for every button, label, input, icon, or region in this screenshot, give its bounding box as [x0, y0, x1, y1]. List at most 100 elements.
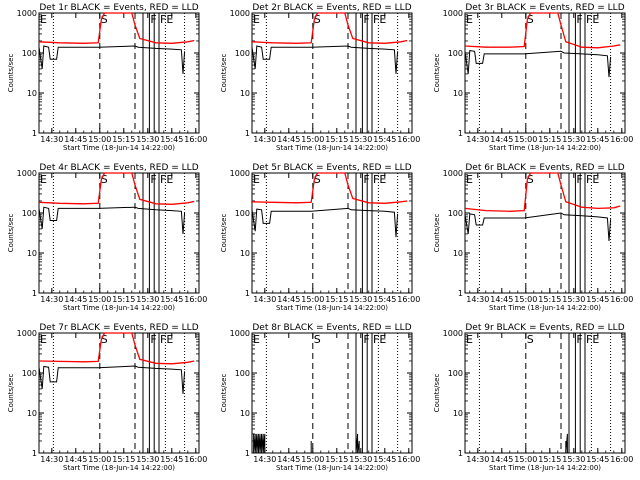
y-tick-label: 100	[235, 209, 250, 218]
event-marker-label: F	[363, 333, 369, 346]
y-tick-label: 1000	[230, 169, 250, 178]
event-marker-label: S	[101, 173, 108, 186]
panel-title: Det 9r BLACK = Events, RED = LLD	[465, 323, 624, 333]
x-tick-label: 14:45	[490, 135, 513, 144]
event-marker-label: E	[466, 333, 473, 346]
y-tick-label: 1000	[443, 329, 463, 338]
event-marker-label: F	[150, 173, 156, 186]
x-tick-label: 14:45	[277, 295, 300, 304]
event-marker-label: F	[160, 173, 166, 186]
x-axis-label: Start Time (18-Jun-14 14:22:00)	[489, 304, 601, 312]
event-marker-label: E	[253, 173, 260, 186]
event-marker-label: F	[373, 173, 379, 186]
lld-series-line	[38, 12, 195, 44]
event-marker-label: E	[166, 13, 173, 26]
y-tick-label: 1	[245, 289, 250, 298]
x-tick-label: 14:45	[490, 455, 513, 464]
x-tick-label: 16:00	[184, 135, 207, 144]
plot-frame	[464, 172, 626, 294]
x-tick-label: 15:30	[562, 295, 585, 304]
x-tick-label: 15:00	[301, 135, 324, 144]
x-tick-label: 15:30	[349, 295, 372, 304]
y-tick-label: 10	[27, 249, 37, 258]
y-tick-label: 1000	[230, 329, 250, 338]
lld-series-line	[464, 172, 621, 212]
x-tick-label: 14:30	[40, 295, 63, 304]
y-tick-label: 1	[245, 449, 250, 458]
panel-title: Det 4r BLACK = Events, RED = LLD	[39, 163, 198, 173]
y-tick-label: 1	[458, 449, 463, 458]
x-tick-label: 15:30	[136, 455, 159, 464]
x-tick-label: 15:45	[373, 295, 396, 304]
x-tick-label: 15:30	[562, 135, 585, 144]
event-marker-label: E	[40, 173, 47, 186]
x-tick-label: 14:30	[253, 295, 276, 304]
events-series-line	[38, 45, 186, 74]
plot-frame	[464, 332, 626, 454]
x-tick-label: 15:15	[538, 135, 561, 144]
event-marker-label: S	[314, 333, 321, 346]
event-marker-label: F	[373, 333, 379, 346]
event-marker-label: F	[576, 173, 582, 186]
x-tick-label: 15:45	[586, 455, 609, 464]
x-tick-label: 16:00	[397, 295, 420, 304]
x-tick-label: 15:30	[562, 455, 585, 464]
y-tick-label: 1000	[230, 9, 250, 18]
y-axis-label: Counts/sec	[220, 54, 228, 93]
x-tick-label: 14:45	[64, 295, 87, 304]
chart-panel-det-6: Det 6r BLACK = Events, RED = LLD 1 10 100 10…	[433, 163, 633, 312]
x-tick-label: 15:15	[325, 135, 348, 144]
x-axis-label: Start Time (18-Jun-14 14:22:00)	[63, 144, 175, 152]
x-tick-label: 15:00	[88, 455, 111, 464]
y-tick-label: 100	[448, 369, 463, 378]
y-tick-label: 1000	[443, 169, 463, 178]
x-tick-label: 15:30	[136, 295, 159, 304]
x-tick-label: 15:00	[514, 135, 537, 144]
plot-frame	[38, 332, 200, 454]
plot-frame	[251, 172, 413, 294]
events-series-line	[251, 207, 399, 238]
y-tick-label: 10	[240, 249, 250, 258]
events-series-line	[565, 433, 568, 454]
y-tick-label: 10	[453, 249, 463, 258]
event-marker-label: E	[379, 173, 386, 186]
y-tick-label: 100	[22, 49, 37, 58]
lld-series-line	[251, 12, 408, 44]
x-tick-label: 15:45	[586, 135, 609, 144]
x-tick-label: 14:45	[490, 295, 513, 304]
event-marker-label: F	[363, 13, 369, 26]
y-tick-label: 100	[22, 369, 37, 378]
x-tick-label: 15:00	[514, 295, 537, 304]
event-marker-label: F	[150, 13, 156, 26]
plot-frame	[251, 332, 413, 454]
event-marker-label: F	[373, 13, 379, 26]
x-axis-label: Start Time (18-Jun-14 14:22:00)	[489, 144, 601, 152]
event-marker-label: E	[166, 333, 173, 346]
event-marker-label: F	[363, 173, 369, 186]
event-marker-label: F	[586, 173, 592, 186]
event-marker-label: F	[586, 333, 592, 346]
y-tick-label: 100	[22, 209, 37, 218]
y-tick-label: 10	[453, 409, 463, 418]
x-tick-label: 15:15	[325, 295, 348, 304]
x-tick-label: 14:30	[253, 135, 276, 144]
chart-panel-det-4: Det 4r BLACK = Events, RED = LLD 1 10 100 10…	[7, 163, 207, 312]
event-marker-label: S	[527, 173, 534, 186]
x-tick-label: 14:30	[253, 455, 276, 464]
y-tick-label: 1000	[17, 169, 37, 178]
x-tick-label: 16:00	[610, 455, 633, 464]
event-marker-label: S	[527, 333, 534, 346]
x-tick-label: 14:30	[466, 295, 489, 304]
event-marker-label: S	[314, 173, 321, 186]
y-tick-label: 1000	[17, 9, 37, 18]
x-tick-label: 16:00	[184, 295, 207, 304]
y-tick-label: 1	[458, 129, 463, 138]
events-series-line	[464, 212, 612, 242]
y-tick-label: 10	[27, 89, 37, 98]
lld-series-line	[464, 12, 621, 49]
event-marker-label: E	[379, 13, 386, 26]
event-marker-label: E	[592, 173, 599, 186]
x-axis-label: Start Time (18-Jun-14 14:22:00)	[276, 304, 388, 312]
x-tick-label: 15:15	[538, 455, 561, 464]
